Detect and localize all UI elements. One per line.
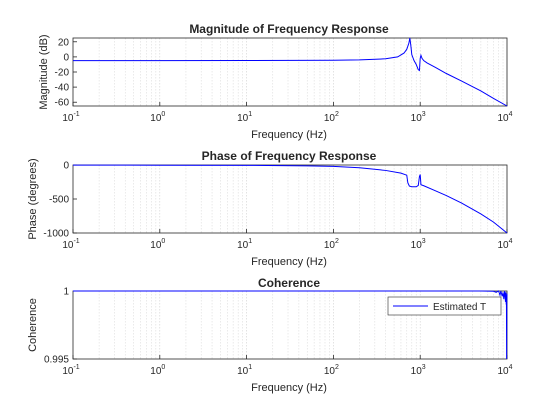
x-tick-label: 102: [324, 111, 339, 124]
magnitude-ylabel: Magnitude (dB): [38, 34, 50, 109]
x-tick-label: 100: [150, 238, 165, 251]
y-tick-label: 0.995: [44, 355, 69, 366]
legend-box: [387, 296, 502, 316]
x-tick-label: 10-1: [62, 111, 79, 124]
x-tick-label: 101: [237, 364, 252, 377]
subplot-phase: Phase of Frequency Response 10-1 100 101 10…: [27, 149, 513, 268]
y-tick-label: -500: [49, 195, 69, 206]
phase-ylabel: Phase (degrees): [27, 158, 39, 239]
x-tick-label: 103: [411, 238, 426, 251]
y-tick-label: 20: [58, 37, 70, 48]
x-tick-label: 102: [324, 364, 339, 377]
x-tick-label: 10-1: [62, 238, 79, 251]
magnitude-xlabel: Frequency (Hz): [251, 129, 327, 141]
coherence-legend: Estimated T: [387, 296, 502, 316]
subplot-magnitude: Magnitude of Frequency Response 10-1 100 1…: [38, 22, 513, 141]
coherence-ylabel: Coherence: [27, 298, 39, 352]
x-tick-label: 10-1: [62, 364, 79, 377]
x-tick-label: 102: [324, 238, 339, 251]
coherence-grid: [98, 291, 504, 359]
phase-xlabel: Frequency (Hz): [251, 256, 327, 268]
magnitude-grid: [98, 38, 504, 106]
y-tick-label: 0: [63, 52, 69, 63]
phase-title: Phase of Frequency Response: [202, 149, 377, 163]
magnitude-series-line: [73, 37, 508, 107]
y-tick-label: 1: [63, 287, 69, 298]
x-tick-label: 104: [497, 111, 512, 124]
phase-axes-box: [72, 164, 508, 234]
x-tick-label: 104: [497, 364, 512, 377]
magnitude-axes-box: [72, 37, 508, 107]
x-tick-label: 103: [411, 111, 426, 124]
phase-ticks: 10-1 100 101 102 103 104 0 -500 -1000: [43, 161, 512, 252]
coherence-title: Coherence: [258, 276, 320, 290]
y-tick-label: -20: [55, 68, 70, 79]
x-tick-label: 101: [237, 111, 252, 124]
phase-grid: [98, 165, 504, 233]
legend-entry-estimated-t: Estimated T: [433, 302, 486, 313]
subplot-coherence: Coherence 10-1 100 101 102 103 104 1 0.995 Freq…: [27, 276, 513, 394]
x-tick-label: 104: [497, 238, 512, 251]
y-tick-label: -40: [55, 83, 70, 94]
x-tick-label: 103: [411, 364, 426, 377]
phase-series-line: [72, 164, 508, 234]
magnitude-title: Magnitude of Frequency Response: [189, 22, 389, 36]
coherence-series-line: [73, 290, 508, 360]
y-tick-label: -60: [55, 98, 70, 109]
y-tick-label: 0: [63, 161, 69, 172]
magnitude-ticks: 10-1 100 101 102 103 104 20 0 -20 -40 -60: [55, 37, 513, 124]
y-tick-label: -1000: [43, 229, 69, 240]
x-tick-label: 100: [150, 111, 165, 124]
x-tick-label: 101: [237, 238, 252, 251]
x-tick-label: 100: [150, 364, 165, 377]
coherence-xlabel: Frequency (Hz): [251, 382, 327, 394]
